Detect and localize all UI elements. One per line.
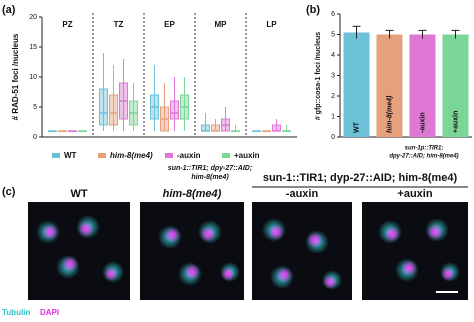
bar [409,34,436,137]
column-label: +auxin [397,188,432,200]
y-tick-label: 20 [29,14,37,21]
y-tick-label: 15 [29,44,37,51]
channel-label: DAPI [40,308,59,317]
legend-label: WT [64,151,77,160]
y-tick-label: 5 [331,31,335,38]
panel-label: (b) [306,4,320,16]
legend-label: him-8(me4) [110,151,153,160]
zone-label: LP [266,20,277,29]
zone-label: PZ [62,20,72,29]
bar [376,34,403,137]
column-label: WT [70,188,87,200]
legend-label: +auxin [234,151,260,160]
box [109,94,118,126]
legend-label: -auxin [177,151,201,160]
y-tick-label: 3 [331,72,335,79]
y-tick-label: 0 [331,134,335,141]
box [272,124,281,132]
x-tick-label: WT [353,121,360,133]
column-label: him-8(me4) [163,188,222,200]
group-label: sun-1::TIR1; dyp-27::AID; him-8(me4) [263,172,458,184]
panel-label: (a) [2,4,16,16]
panel-label: (c) [2,186,16,198]
zone-label: EP [164,20,175,29]
group-label: dpy-27::AID; him-8(me4) [389,154,458,160]
box [170,100,179,120]
bar [442,34,469,137]
zone-label: TZ [114,20,124,29]
box [201,124,210,132]
group-label: sun-1::TIR1; dpy-27::AID; [168,165,252,172]
x-tick-label: +auxin [452,111,459,133]
box [99,88,108,126]
y-axis-label: # gfp::cosa-1 foci /nucleus [315,32,322,120]
box [211,124,220,132]
group-label: sun-1p::TIR1; [405,146,444,152]
y-tick-label: 1 [331,113,335,120]
y-tick-label: 6 [331,11,335,18]
micrographs [28,186,468,300]
legend-swatch [52,153,60,158]
legend-swatch [222,153,230,158]
y-tick-label: 10 [29,74,37,81]
y-axis-label: # RAD-51 foci /nucleus [11,33,20,120]
bar [343,32,370,138]
legend-swatch [165,153,173,158]
legend-swatch [98,153,106,158]
y-tick-label: 0 [33,134,37,141]
column-label: -auxin [286,188,319,200]
y-tick-label: 5 [33,104,37,111]
y-tick-label: 4 [331,52,335,59]
x-tick-label: -auxin [419,112,426,133]
zone-label: MP [215,20,228,29]
y-tick-label: 2 [331,93,335,100]
channel-label: Tubulin [2,308,30,317]
group-label: him-8(me4) [191,174,229,181]
x-tick-label: him-8(me4) [386,95,393,133]
